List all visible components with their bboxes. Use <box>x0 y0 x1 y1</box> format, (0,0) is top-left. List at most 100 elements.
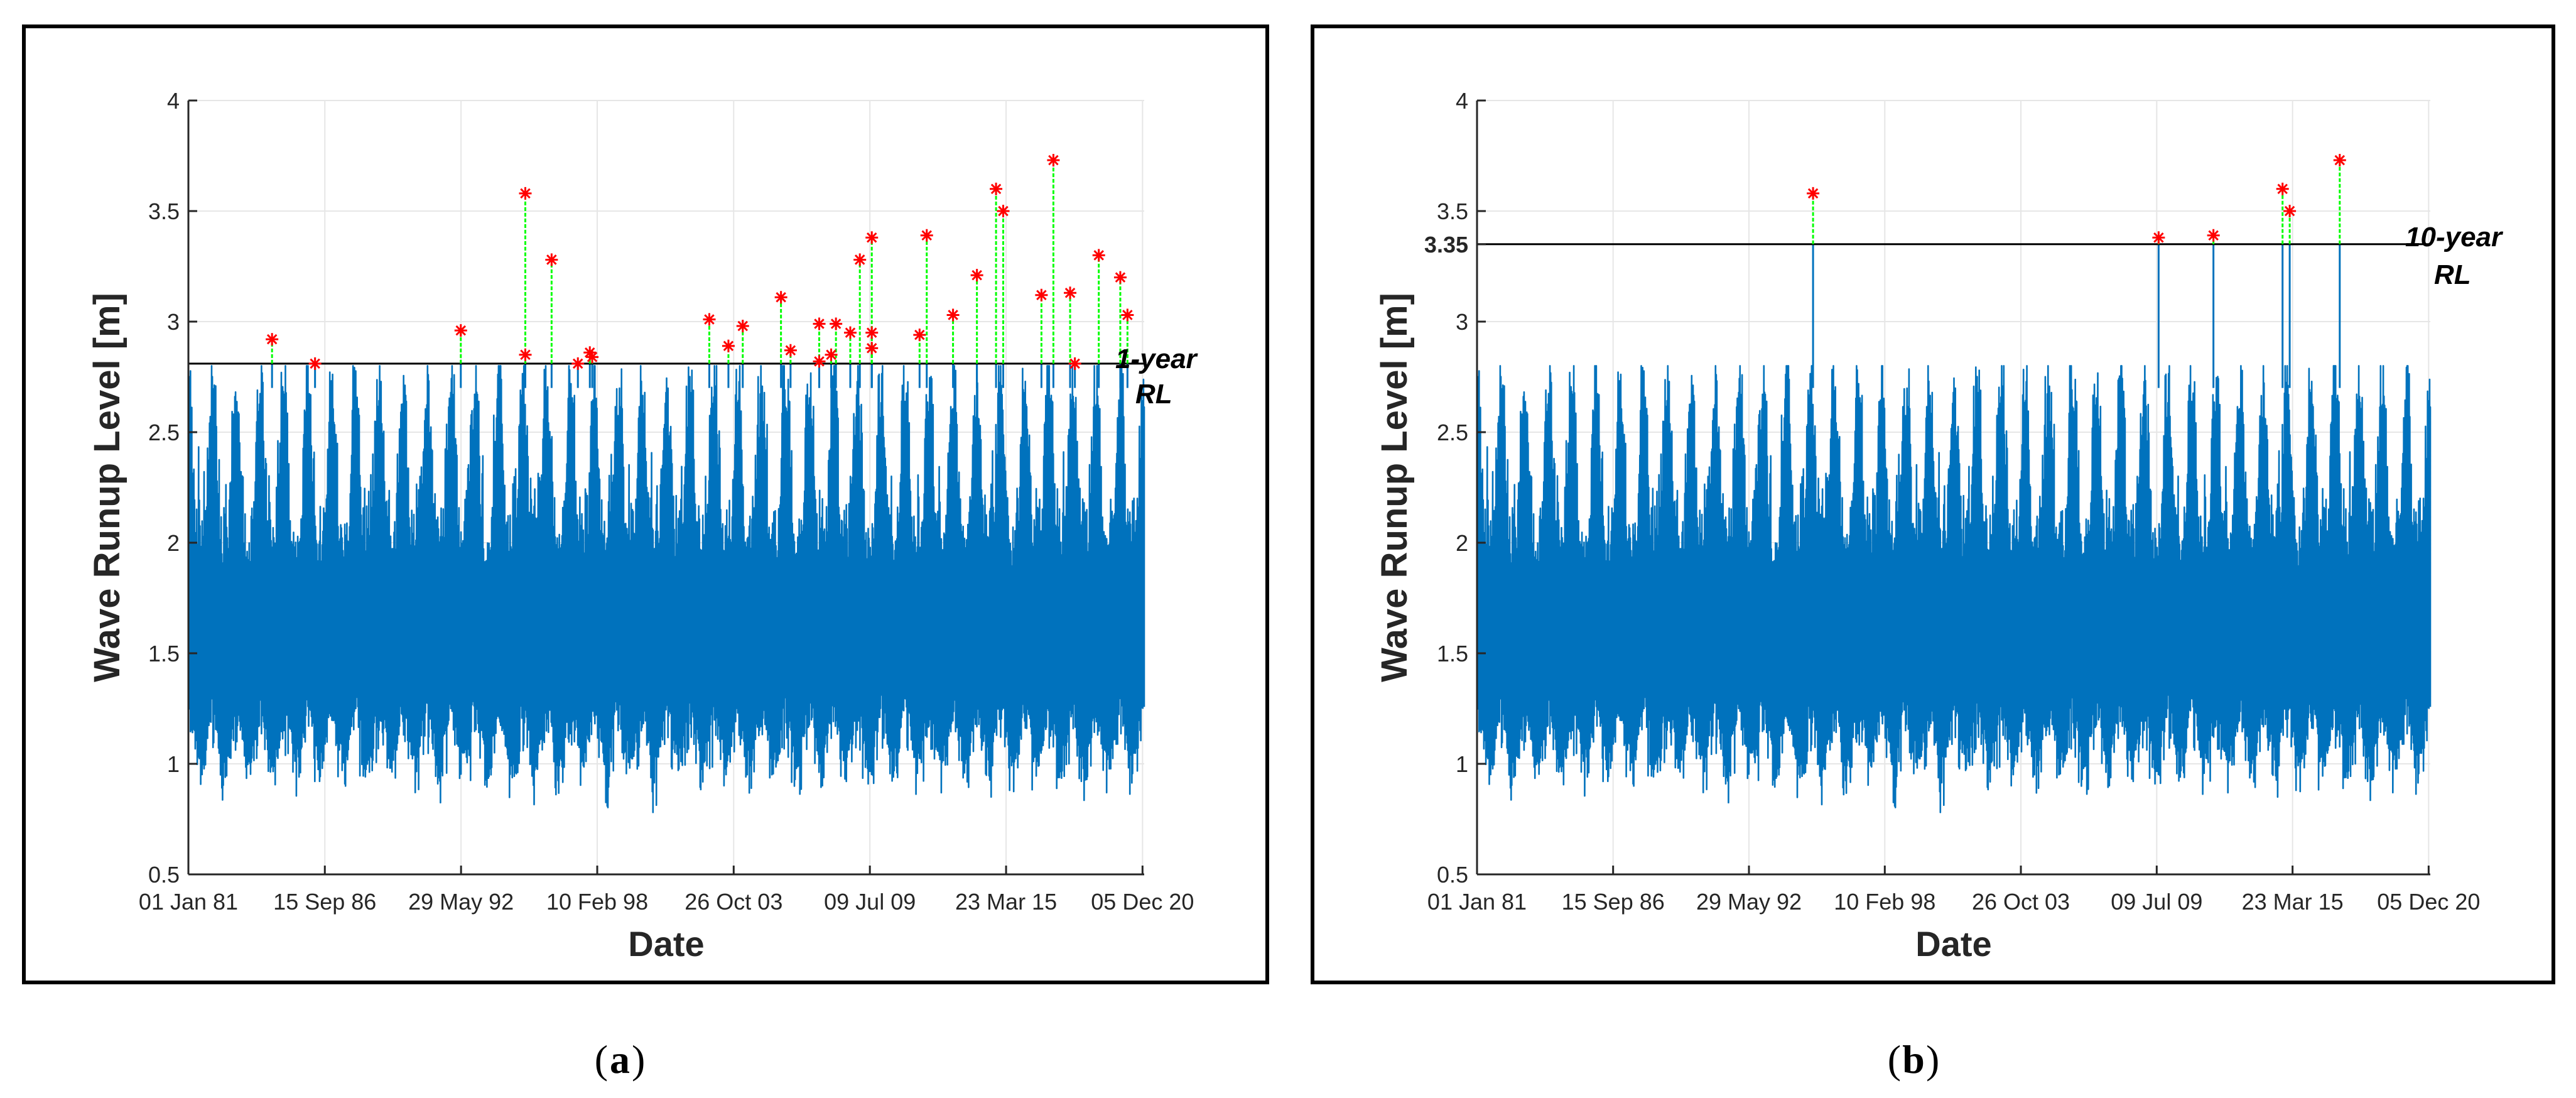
peak-marker <box>970 269 983 282</box>
peak-marker-stroke <box>826 349 836 361</box>
threshold-annotation-line2: RL <box>1135 379 1172 410</box>
peak-marker <box>784 344 797 357</box>
wave-runup-series <box>187 363 1145 813</box>
axes-frame <box>1476 99 2430 876</box>
caption-a: ( a ) <box>595 1037 646 1082</box>
runup-series-line <box>1476 365 2432 813</box>
peak-marker <box>519 187 532 200</box>
x-axis-label: Date <box>1915 924 1991 964</box>
peak-marker-stroke <box>1807 188 1819 199</box>
peak-marker <box>997 205 1010 217</box>
peak-marker <box>825 348 838 361</box>
peak-marker-stroke <box>2334 155 2346 166</box>
threshold-annotation-line2: RL <box>2434 259 2471 290</box>
peak-marker-stroke <box>1093 250 1104 261</box>
wave-runup-series <box>1476 244 2432 813</box>
y-tick-label: 3 <box>167 309 180 335</box>
peak-marker-stroke <box>914 329 925 340</box>
x-tick-label: 29 May 92 <box>1696 889 1802 915</box>
threshold-annotation-line1: 10-year <box>2405 222 2504 253</box>
peak-marker-stroke <box>520 349 531 361</box>
peak-marker-stroke <box>737 320 749 332</box>
peak-marker-stroke <box>814 318 825 329</box>
peak-marker-stroke <box>546 254 557 265</box>
peak-marker-stroke <box>1122 310 1133 320</box>
peak-marker <box>774 291 787 304</box>
x-tick-label: 10 Feb 98 <box>546 889 648 915</box>
axes-frame <box>187 99 1144 876</box>
peak-marker <box>1113 271 1127 284</box>
y-tick-label: 3.5 <box>1437 198 1468 224</box>
y-tick-labels: 0.5 1 1.5 2 2.5 3 3.35 3.5 4 <box>1424 88 1468 888</box>
peak-marker-stroke <box>572 358 583 369</box>
x-tick-label: 15 Sep 86 <box>1562 889 1665 915</box>
peak-marker-stroke <box>866 342 877 354</box>
peak-marker-stroke <box>785 345 796 356</box>
peak-marker-stroke <box>948 310 958 320</box>
peak-marker-stroke <box>1064 287 1076 298</box>
peak-marker <box>2152 231 2165 244</box>
peak-marker <box>1047 154 1060 167</box>
y-tick-label: 4 <box>1456 88 1468 114</box>
peak-marker-stroke <box>587 352 598 362</box>
y-axis-label: Wave Runup Level [m] <box>87 293 127 682</box>
y-tick-label: 2.5 <box>1437 420 1468 445</box>
x-tick-label: 23 Mar 15 <box>2242 889 2344 915</box>
peak-marker <box>308 357 322 370</box>
peak-marker-stroke <box>1048 155 1059 166</box>
peak-marker <box>722 339 735 352</box>
peak-marker-stroke <box>704 314 715 325</box>
y-tick-label: 1.5 <box>1437 641 1468 666</box>
y-tick-label: 2 <box>1456 530 1468 556</box>
x-tick-label: 26 Oct 03 <box>685 889 782 915</box>
peak-marker <box>813 355 826 368</box>
peak-marker <box>813 317 826 330</box>
peak-marker-stroke <box>845 327 856 338</box>
caption-a-open: ( <box>595 1037 608 1082</box>
peak-marker <box>1092 249 1105 262</box>
peak-marker <box>454 324 467 337</box>
peak-marker <box>545 253 558 266</box>
caption-b: ( b ) <box>1888 1037 1940 1082</box>
x-tick-label: 05 Dec 20 <box>2377 889 2480 915</box>
peak-marker-stroke <box>2208 230 2219 241</box>
y-tick-label: 1 <box>1456 751 1468 777</box>
threshold-annotation-line1: 1-year <box>1115 344 1199 374</box>
caption-b-open: ( <box>1888 1037 1901 1082</box>
x-tick-label: 01 Jan 81 <box>139 889 238 915</box>
chart-panel-b: 0.5 1 1.5 2 2.5 3 3.35 3.5 4 01 Jan 81 15 Sep 86 2… <box>1311 24 2555 984</box>
x-tick-label: 10 Feb 98 <box>1834 889 1935 915</box>
peak-marker <box>2283 205 2297 217</box>
y-tick-label: 0.5 <box>148 862 180 888</box>
peak-marker <box>920 229 933 242</box>
y-tick-label: 1.5 <box>148 641 180 666</box>
peak-marker-stroke <box>1115 272 1126 283</box>
peak-marker-stroke <box>830 318 842 329</box>
y-tick-label: 3.5 <box>148 198 180 224</box>
peak-marker <box>736 320 749 333</box>
x-tick-label: 01 Jan 81 <box>1427 889 1527 915</box>
peak-marker-stroke <box>921 230 933 241</box>
x-tick-label: 09 Jul 09 <box>2111 889 2202 915</box>
peak-marker <box>865 326 879 339</box>
peak-marker <box>1035 288 1048 302</box>
y-axis-label: Wave Runup Level [m] <box>1374 293 1415 682</box>
x-tick-label: 23 Mar 15 <box>955 889 1057 915</box>
peak-marker-stroke <box>266 334 278 345</box>
peak-marker-stroke <box>310 358 320 369</box>
caption-b-close: ) <box>1926 1037 1939 1082</box>
peak-marker <box>853 253 867 266</box>
caption-a-close: ) <box>632 1037 645 1082</box>
caption-a-letter: a <box>610 1037 630 1082</box>
peak-marker <box>913 329 926 342</box>
y-tick-labels: 0.5 1 1.5 2 2.5 3 3.5 4 <box>148 88 180 888</box>
peak-marker-stroke <box>814 356 825 367</box>
y-tick-label: 3.35 <box>1424 232 1468 258</box>
peak-marker-stroke <box>2277 183 2288 195</box>
peak-marker <box>946 308 960 322</box>
caption-b-letter: b <box>1902 1037 1925 1082</box>
peak-markers <box>1807 154 2346 244</box>
peak-marker <box>586 351 599 364</box>
y-tick-label: 2.5 <box>148 420 180 445</box>
